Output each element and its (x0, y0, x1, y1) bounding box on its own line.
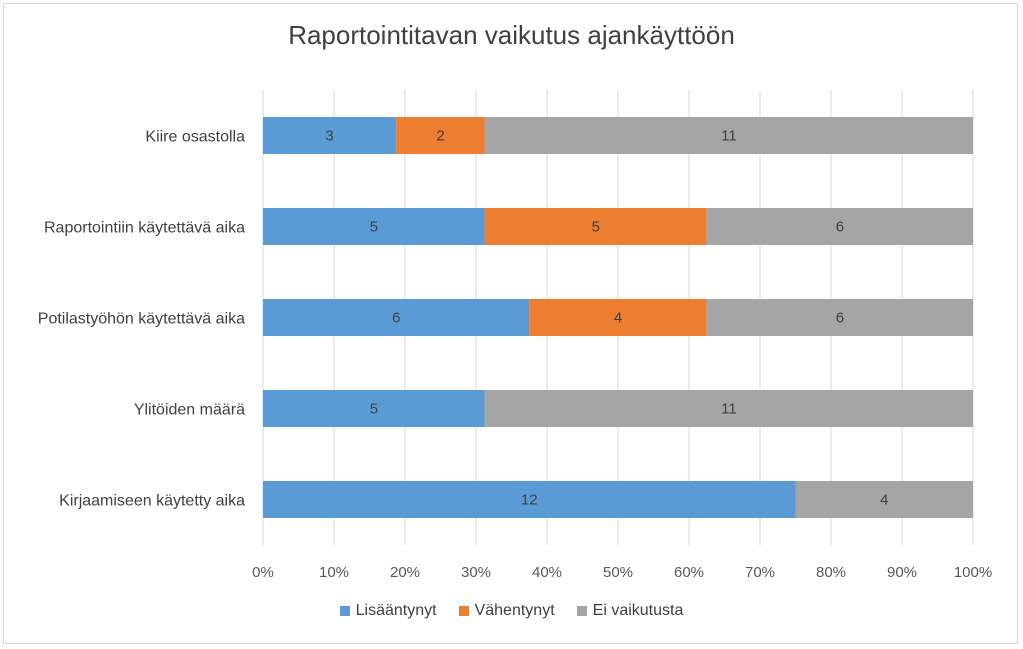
bar-segment-lisaantynyt (263, 481, 796, 518)
category-label: Raportointiin käytettävä aika (44, 220, 245, 237)
x-tick-label: 90% (887, 564, 917, 581)
legend-swatch-vahentynyt (458, 606, 469, 616)
data-label: 6 (392, 310, 400, 327)
bar-segment-lisaantynyt (263, 390, 485, 427)
data-label: 2 (436, 128, 444, 145)
x-tick-label: 60% (674, 564, 704, 581)
bar-segment-vahentynyt (396, 117, 485, 154)
legend: Lisääntynyt Vähentynyt Ei vaikutusta (0, 602, 1023, 620)
data-label: 4 (880, 492, 888, 509)
category-label: Ylitöiden määrä (134, 402, 245, 419)
x-tick-label: 100% (954, 564, 992, 581)
bar-segment-lisaantynyt (263, 208, 485, 245)
data-label: 11 (721, 128, 737, 145)
category-label: Kiire osastolla (145, 129, 245, 146)
x-tick-label: 70% (745, 564, 775, 581)
x-tick-label: 30% (461, 564, 491, 581)
legend-swatch-lisaantynyt (339, 606, 350, 616)
bar-segment-ei-vaikutusta (484, 117, 973, 154)
category-label: Potilastyöhön käytettävä aika (38, 311, 245, 328)
bar-segment-ei-vaikutusta (484, 390, 973, 427)
data-label: 3 (325, 128, 333, 145)
data-label: 11 (721, 401, 737, 418)
legend-label-vahentynyt: Vähentynyt (474, 602, 555, 619)
legend-label-lisaantynyt: Lisääntynyt (355, 602, 437, 619)
x-tick-label: 10% (319, 564, 349, 581)
bar-segment-ei-vaikutusta (795, 481, 973, 518)
x-tick-label: 20% (390, 564, 420, 581)
bar-segment-vahentynyt (484, 208, 707, 245)
legend-item-vahentynyt: Vähentynyt (458, 602, 555, 620)
legend-swatch-ei-vaikutusta (576, 606, 587, 616)
chart-title: Raportointitavan vaikutus ajankäyttöön (288, 20, 735, 50)
data-label: 6 (836, 310, 844, 327)
category-label: Kirjaamiseen käytetty aika (59, 493, 245, 510)
bar-segment-lisaantynyt (263, 117, 397, 154)
legend-label-ei-vaikutusta: Ei vaikutusta (592, 602, 684, 619)
data-label: 12 (521, 492, 538, 509)
x-tick-label: 80% (816, 564, 846, 581)
bar-segment-ei-vaikutusta (706, 208, 973, 245)
bar-segment-vahentynyt (529, 299, 707, 336)
x-tick-label: 40% (532, 564, 562, 581)
data-label: 6 (836, 219, 844, 236)
data-label: 5 (370, 401, 378, 418)
bar-segment-ei-vaikutusta (706, 299, 973, 336)
data-label: 4 (614, 310, 622, 327)
bar-segment-lisaantynyt (263, 299, 530, 336)
data-label: 5 (370, 219, 378, 236)
x-tick-label: 50% (603, 564, 633, 581)
legend-item-lisaantynyt: Lisääntynyt (339, 602, 437, 620)
data-label: 5 (592, 219, 600, 236)
x-tick-label: 0% (252, 564, 274, 581)
legend-item-ei-vaikutusta: Ei vaikutusta (576, 602, 684, 620)
